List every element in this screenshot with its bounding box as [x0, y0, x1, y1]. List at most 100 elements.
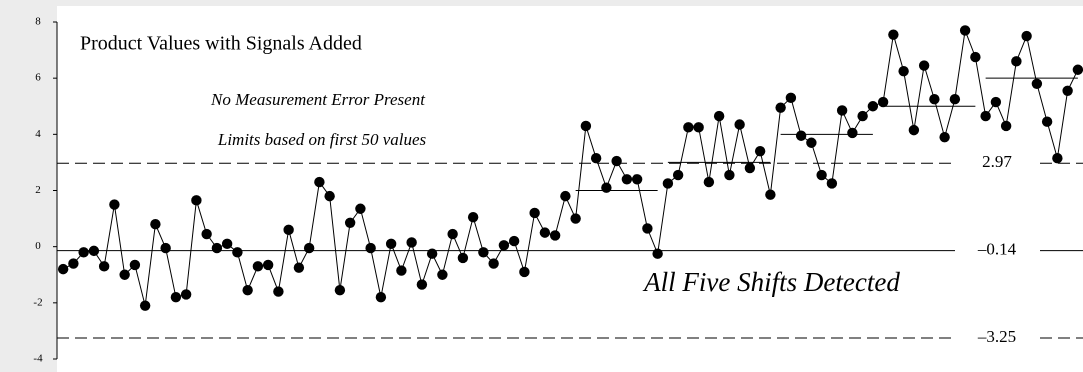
data-point	[836, 105, 848, 116]
data-point	[355, 203, 366, 214]
data-point	[1062, 85, 1073, 97]
data-point	[303, 242, 315, 254]
data-point	[293, 262, 305, 273]
data-point	[1011, 56, 1022, 67]
data-point	[416, 279, 428, 290]
data-point	[580, 120, 592, 132]
data-point	[150, 219, 161, 230]
data-point	[1021, 30, 1032, 42]
data-point	[744, 162, 756, 174]
data-point	[816, 169, 827, 181]
limit-label: –3.25	[977, 327, 1016, 346]
data-point	[68, 258, 79, 269]
data-point	[375, 292, 387, 303]
data-point	[652, 248, 663, 259]
data-point	[611, 155, 622, 167]
data-point	[990, 96, 1002, 108]
plot-area	[57, 6, 1083, 372]
data-point	[406, 237, 417, 248]
data-point	[519, 266, 530, 278]
data-point	[98, 261, 110, 272]
data-point	[590, 153, 602, 164]
data-point	[191, 195, 202, 206]
data-point	[529, 207, 540, 219]
y-tick-label: 4	[35, 128, 41, 140]
data-point	[283, 224, 294, 236]
data-point	[980, 110, 991, 122]
data-point	[970, 51, 981, 63]
data-point	[806, 137, 817, 148]
data-point	[385, 238, 397, 250]
data-point	[252, 261, 264, 272]
data-point	[324, 190, 335, 202]
data-point	[713, 110, 725, 122]
data-point	[498, 240, 510, 251]
data-point	[437, 269, 448, 280]
data-point	[1031, 78, 1043, 89]
data-point	[570, 213, 581, 224]
limit-label: –0.14	[977, 240, 1017, 259]
data-point	[211, 242, 223, 254]
data-point	[88, 245, 100, 257]
data-point	[457, 252, 469, 264]
data-point	[78, 247, 89, 258]
data-point	[642, 223, 653, 234]
data-point	[447, 228, 458, 240]
data-point	[344, 217, 356, 228]
data-point	[488, 258, 499, 269]
data-point	[365, 242, 376, 254]
data-point	[201, 228, 212, 240]
data-point	[109, 199, 120, 210]
annotation: All Five Shifts Detected	[642, 267, 900, 297]
data-point	[221, 238, 233, 250]
data-point	[478, 247, 489, 258]
data-point	[508, 235, 520, 247]
data-point	[898, 65, 909, 77]
y-tick-label: 8	[35, 16, 41, 28]
data-point	[929, 94, 940, 105]
data-point	[549, 230, 561, 241]
data-point	[877, 96, 889, 108]
data-point	[334, 284, 346, 296]
data-point	[273, 286, 284, 297]
data-point	[262, 259, 274, 271]
data-point	[621, 174, 633, 185]
y-tick-label: 6	[35, 72, 41, 84]
data-point	[918, 60, 930, 71]
data-point	[129, 259, 141, 271]
series-line	[62, 28, 1079, 306]
data-point	[672, 169, 684, 181]
data-point	[1041, 116, 1053, 127]
annotation: Limits based on first 50 values	[217, 130, 427, 149]
data-point	[847, 127, 858, 139]
y-tick-label: -2	[33, 296, 42, 308]
data-point	[139, 300, 151, 311]
y-tick-label: 2	[35, 184, 41, 196]
data-point	[539, 227, 551, 238]
data-point	[888, 29, 899, 40]
data-point	[119, 269, 130, 280]
data-point	[1052, 153, 1063, 164]
data-point	[949, 94, 961, 105]
data-point	[775, 102, 786, 113]
data-point	[826, 178, 838, 189]
data-point	[785, 92, 797, 104]
data-point	[180, 289, 192, 300]
data-point	[631, 174, 643, 185]
data-point	[560, 190, 571, 202]
y-tick-label: -4	[33, 353, 43, 365]
data-point	[232, 247, 243, 258]
data-point	[857, 110, 868, 122]
data-point	[1000, 120, 1012, 132]
data-point	[734, 119, 745, 130]
data-point	[426, 248, 438, 259]
data-point	[703, 176, 715, 188]
data-point	[693, 122, 704, 133]
data-point	[765, 189, 776, 200]
data-point	[754, 145, 766, 157]
data-point	[1072, 64, 1083, 75]
y-tick-label: 0	[35, 240, 41, 252]
data-point	[242, 284, 253, 296]
data-point	[314, 176, 325, 188]
